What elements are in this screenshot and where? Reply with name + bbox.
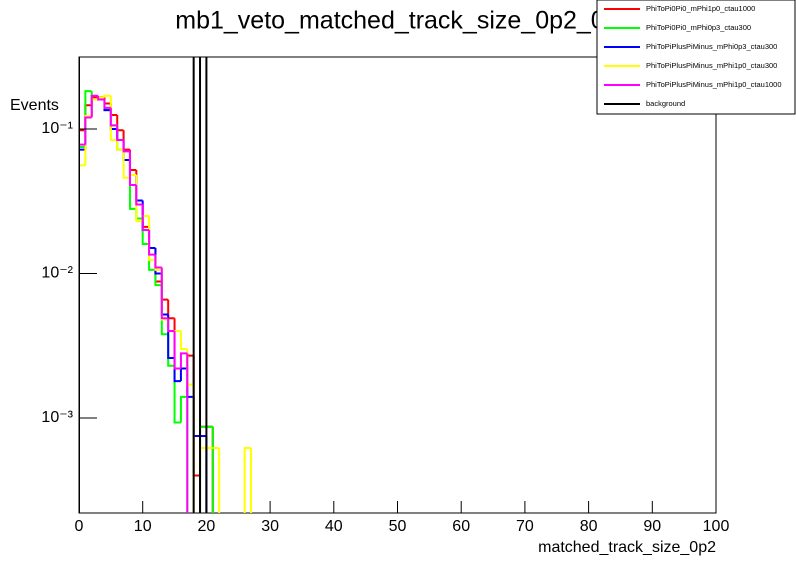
histogram-bin <box>79 129 86 513</box>
histogram-bin <box>103 99 111 109</box>
plot-area <box>79 57 252 513</box>
histogram-bin <box>79 146 86 513</box>
x-axis-label: matched_track_size_0p2 <box>538 539 716 556</box>
x-tick-label: 50 <box>389 518 407 535</box>
histogram-bin <box>249 447 252 513</box>
histogram-bin <box>116 125 124 141</box>
histogram-bin <box>154 269 162 287</box>
y-tick-label: 10⁻³ <box>41 409 73 426</box>
histogram-bin <box>116 139 124 151</box>
y-tick-label: 10⁻² <box>41 265 73 282</box>
histogram-bin <box>243 446 251 513</box>
histogram-bin <box>79 164 86 513</box>
histogram-bin <box>167 318 175 332</box>
histogram-bin <box>128 151 137 186</box>
y-axis-label: Events <box>10 97 59 114</box>
plot-frame <box>78 56 717 514</box>
histogram-bin <box>154 254 162 269</box>
x-tick-label: 80 <box>580 518 598 535</box>
histogram-bin <box>186 353 189 513</box>
x-tick-label: 0 <box>75 518 84 535</box>
legend-label: PhiToPiPlusPiMinus_mPhi0p3_ctau300 <box>646 42 777 51</box>
histogram-bin <box>179 352 188 369</box>
histogram-bin <box>109 107 118 127</box>
legend-label: PhiToPi0Pi0_mPhi0p3_ctau300 <box>646 23 751 32</box>
histogram-bin <box>90 94 99 118</box>
legend-label: PhiToPiPlusPiMinus_mPhi1p0_ctau300 <box>646 61 777 70</box>
histogram-bin <box>173 365 181 424</box>
histogram-bin <box>205 57 208 513</box>
histogram-bin <box>97 95 105 101</box>
histogram-bin <box>141 204 150 231</box>
legend-label: background <box>646 99 685 108</box>
x-tick-label: 70 <box>516 518 534 535</box>
legend-label: PhiToPi0Pi0_mPhi1p0_ctau1000 <box>646 4 755 13</box>
histogram-bin <box>148 229 156 256</box>
histogram-bin <box>179 395 188 423</box>
x-tick-label: 100 <box>703 518 730 535</box>
histogram-bin <box>135 184 143 206</box>
chart-title: mb1_veto_matched_track_size_0p2_0 <box>175 7 604 35</box>
histogram-bin <box>192 57 195 513</box>
histogram-bin <box>211 426 214 513</box>
y-tick-label: 10⁻¹ <box>41 120 73 137</box>
histogram-bin <box>218 447 221 513</box>
histogram-bin <box>173 330 181 370</box>
histogram-bin <box>79 57 80 513</box>
legend <box>596 0 796 115</box>
histogram-bin <box>122 149 130 179</box>
x-tick-label: 20 <box>198 518 216 535</box>
histogram-bin <box>79 148 86 513</box>
histogram-bin <box>199 57 202 513</box>
histogram-bin <box>122 139 130 153</box>
histogram-bin <box>160 267 169 320</box>
histogram-bin <box>79 143 86 513</box>
x-tick-label: 90 <box>643 518 661 535</box>
x-tick-label: 40 <box>325 518 343 535</box>
x-tick-label: 60 <box>452 518 470 535</box>
histogram-bin <box>179 330 188 351</box>
histogram-bin <box>84 116 92 145</box>
histogram-bin <box>84 115 92 166</box>
histogram-bin <box>103 94 111 98</box>
x-tick-label: 30 <box>261 518 279 535</box>
legend-label: PhiToPiPlusPiMinus_mPhi1p0_ctau1000 <box>646 80 782 89</box>
x-tick-label: 10 <box>134 518 152 535</box>
